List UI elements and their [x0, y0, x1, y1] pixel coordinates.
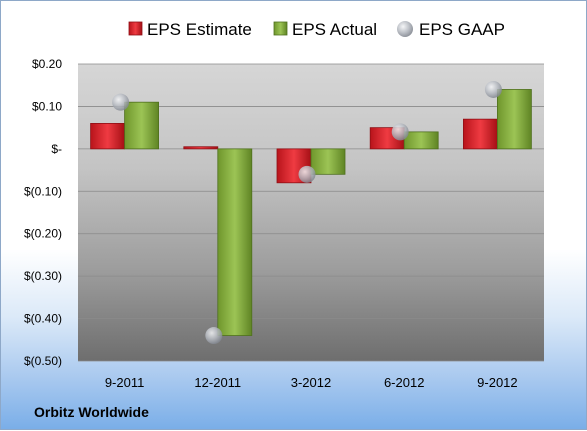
y-tick-label: $(0.50)	[24, 354, 62, 368]
estimate-bar	[90, 123, 125, 150]
legend: EPS Estimate EPS Actual EPS GAAP	[128, 20, 505, 39]
legend-label-gaap: EPS GAAP	[419, 20, 505, 39]
legend-swatch-actual	[273, 21, 288, 36]
estimate-bar	[462, 118, 498, 150]
y-tick-label: $(0.40)	[24, 312, 62, 326]
legend-label-estimate: EPS Estimate	[147, 20, 252, 39]
gaap-marker	[298, 165, 316, 183]
gaap-marker	[391, 123, 409, 141]
actual-bar	[496, 89, 532, 150]
x-tick-label: 12-2011	[194, 375, 241, 390]
gaap-markers	[112, 80, 502, 345]
y-axis-labels: $0.20 $0.10 $- $(0.10) $(0.20) $(0.30) $(0.40)…	[24, 57, 62, 368]
x-tick-label: 9-2012	[477, 375, 517, 390]
actual-bar	[124, 101, 159, 150]
legend-label-actual: EPS Actual	[292, 20, 377, 39]
x-axis-labels: 9-2011 12-2011 3-2012 6-2012 9-2012	[105, 375, 518, 390]
y-tick-label: $(0.20)	[24, 227, 62, 241]
gaap-marker	[112, 93, 130, 111]
x-tick-label: 9-2011	[105, 375, 145, 390]
gaap-marker	[205, 327, 223, 345]
y-tick-label: $(0.30)	[24, 269, 62, 283]
actual-bar	[217, 148, 253, 336]
estimate-bar	[183, 146, 219, 150]
y-tick-label: $-	[51, 142, 62, 156]
y-tick-label: $(0.10)	[24, 184, 62, 198]
legend-swatch-estimate	[128, 21, 143, 36]
y-tick-label: $0.10	[32, 99, 62, 113]
legend-marker-gaap	[397, 21, 413, 37]
actual-bar	[403, 131, 439, 150]
gaap-marker	[484, 80, 502, 98]
company-name: Orbitz Worldwide	[34, 404, 149, 420]
actual-bar	[310, 148, 346, 175]
x-tick-label: 3-2012	[291, 375, 331, 390]
bars	[90, 89, 532, 336]
y-tick-label: $0.20	[32, 57, 62, 71]
x-tick-label: 6-2012	[384, 375, 424, 390]
